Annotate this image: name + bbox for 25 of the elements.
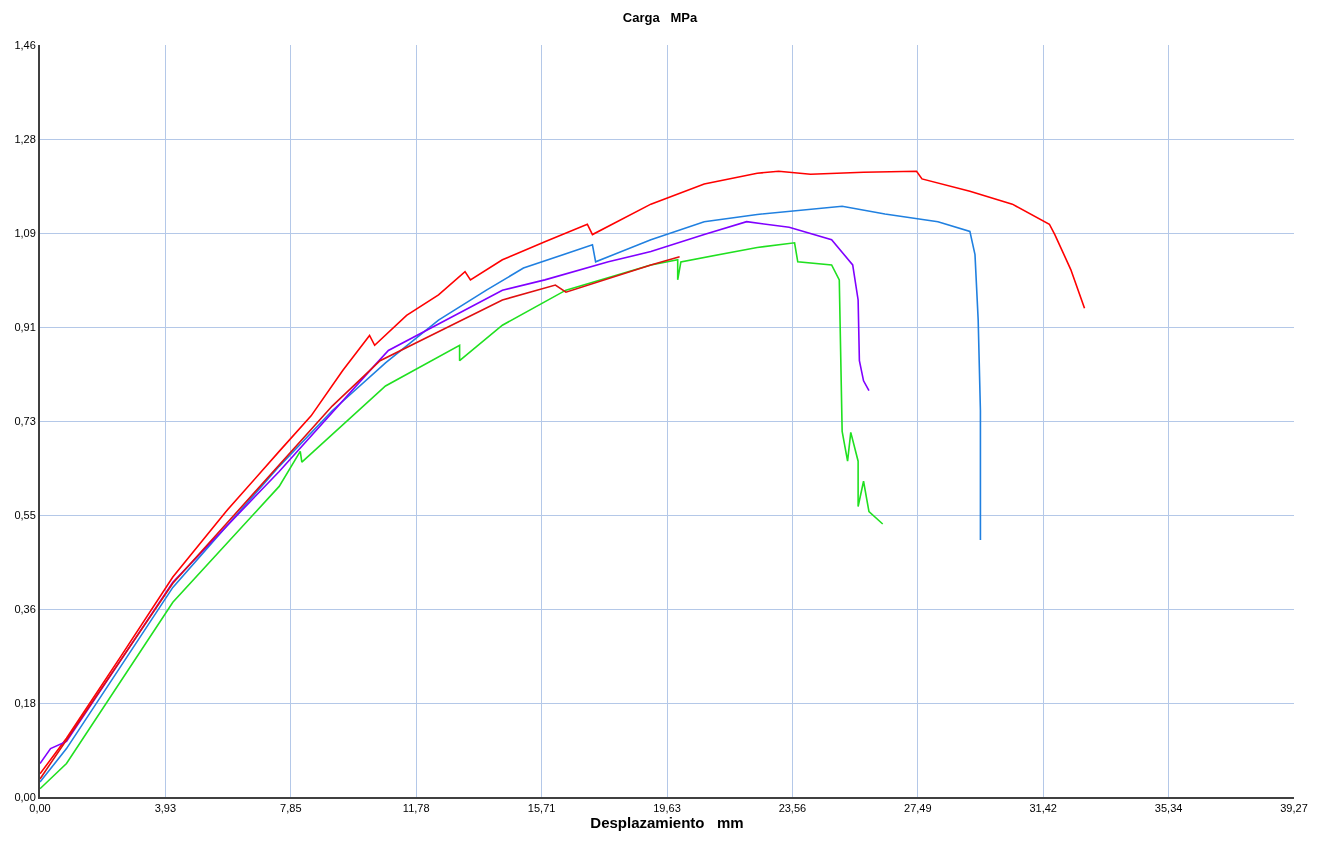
line-series bbox=[40, 170, 1086, 775]
y-tick-label: 0,73 bbox=[14, 414, 36, 427]
y-tick-label: 1,28 bbox=[14, 132, 36, 145]
x-tick-label: 15,71 bbox=[527, 802, 556, 815]
y-tick-label: 0,00 bbox=[14, 790, 36, 803]
x-tick-label: 23,56 bbox=[778, 802, 807, 815]
y-tick-label: 0,18 bbox=[14, 696, 36, 709]
line-series bbox=[40, 255, 681, 780]
y-tick-label: 1,09 bbox=[14, 226, 36, 239]
y-tick-label: 0,36 bbox=[14, 602, 36, 615]
x-tick-label: 11,78 bbox=[402, 802, 430, 815]
x-tick-label: 7,85 bbox=[280, 802, 302, 815]
x-tick-label: 31,42 bbox=[1029, 802, 1057, 815]
y-tick-label: 0,55 bbox=[14, 508, 36, 521]
x-tick-label: 0,00 bbox=[29, 802, 51, 815]
x-tick-label: 3,93 bbox=[154, 802, 177, 815]
x-tick-label: 35,34 bbox=[1154, 802, 1183, 815]
chart-title: Carga MPa bbox=[622, 9, 698, 25]
y-tick-label: 1,46 bbox=[14, 38, 36, 51]
x-tick-label: 39,27 bbox=[1280, 802, 1308, 815]
x-tick-label: 19,63 bbox=[653, 802, 681, 815]
x-tick-label: 27,49 bbox=[904, 802, 932, 815]
y-tick-label: 0,91 bbox=[14, 320, 36, 333]
x-axis-title: Desplazamiento mm bbox=[590, 814, 744, 832]
line-series bbox=[40, 205, 982, 783]
